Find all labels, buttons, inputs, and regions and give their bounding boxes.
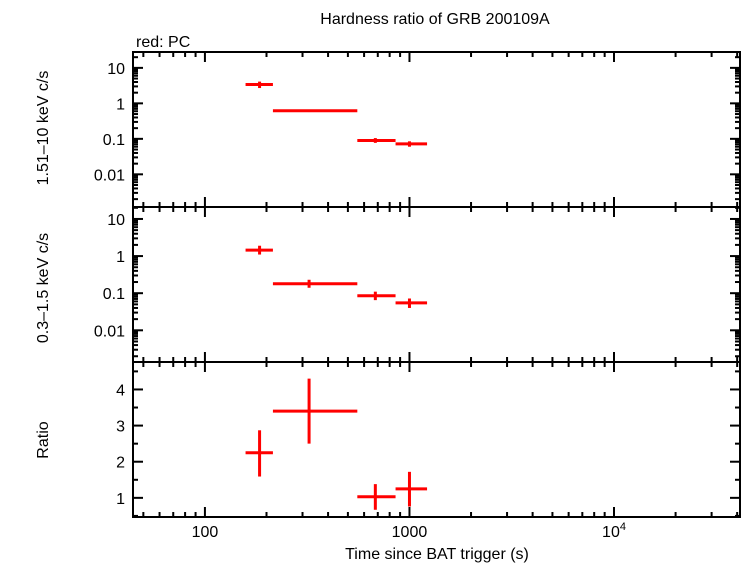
y-axis-label: 1.51–10 keV c/s	[35, 71, 52, 186]
y-tick-label: 10	[107, 212, 125, 229]
y-tick-label: 2	[116, 455, 125, 472]
y-tick-label: 0.1	[103, 132, 125, 149]
panel-frame	[132, 361, 741, 518]
y-axis-label: 0.3–1.5 keV c/s	[35, 233, 52, 343]
panel-frame	[132, 206, 741, 363]
chart-subtitle: red: PC	[136, 34, 190, 51]
y-tick-label: 10	[107, 61, 125, 78]
x-tick-label-text: 1000	[392, 524, 428, 541]
panel-frame	[132, 51, 741, 208]
x-tick-label-text: 10	[602, 524, 620, 541]
y-tick-label: 1	[116, 96, 125, 113]
x-tick-label-text: 100	[192, 524, 219, 541]
x-tick-label: 100	[192, 524, 219, 541]
x-axis-label: Time since BAT trigger (s)	[345, 546, 529, 563]
x-tick-label-exponent: 4	[620, 521, 626, 533]
y-tick-label: 4	[116, 382, 125, 399]
y-tick-label: 0.1	[103, 286, 125, 303]
y-tick-label: 0.01	[94, 167, 125, 184]
y-tick-label: 0.01	[94, 323, 125, 340]
y-tick-label: 3	[116, 419, 125, 436]
chart-title: Hardness ratio of GRB 200109A	[320, 11, 550, 28]
y-tick-label: 1	[116, 249, 125, 266]
x-tick-label: 1000	[392, 524, 428, 541]
x-tick-label: 104	[602, 521, 626, 541]
y-tick-label: 1	[116, 491, 125, 508]
y-axis-label: Ratio	[35, 421, 52, 458]
